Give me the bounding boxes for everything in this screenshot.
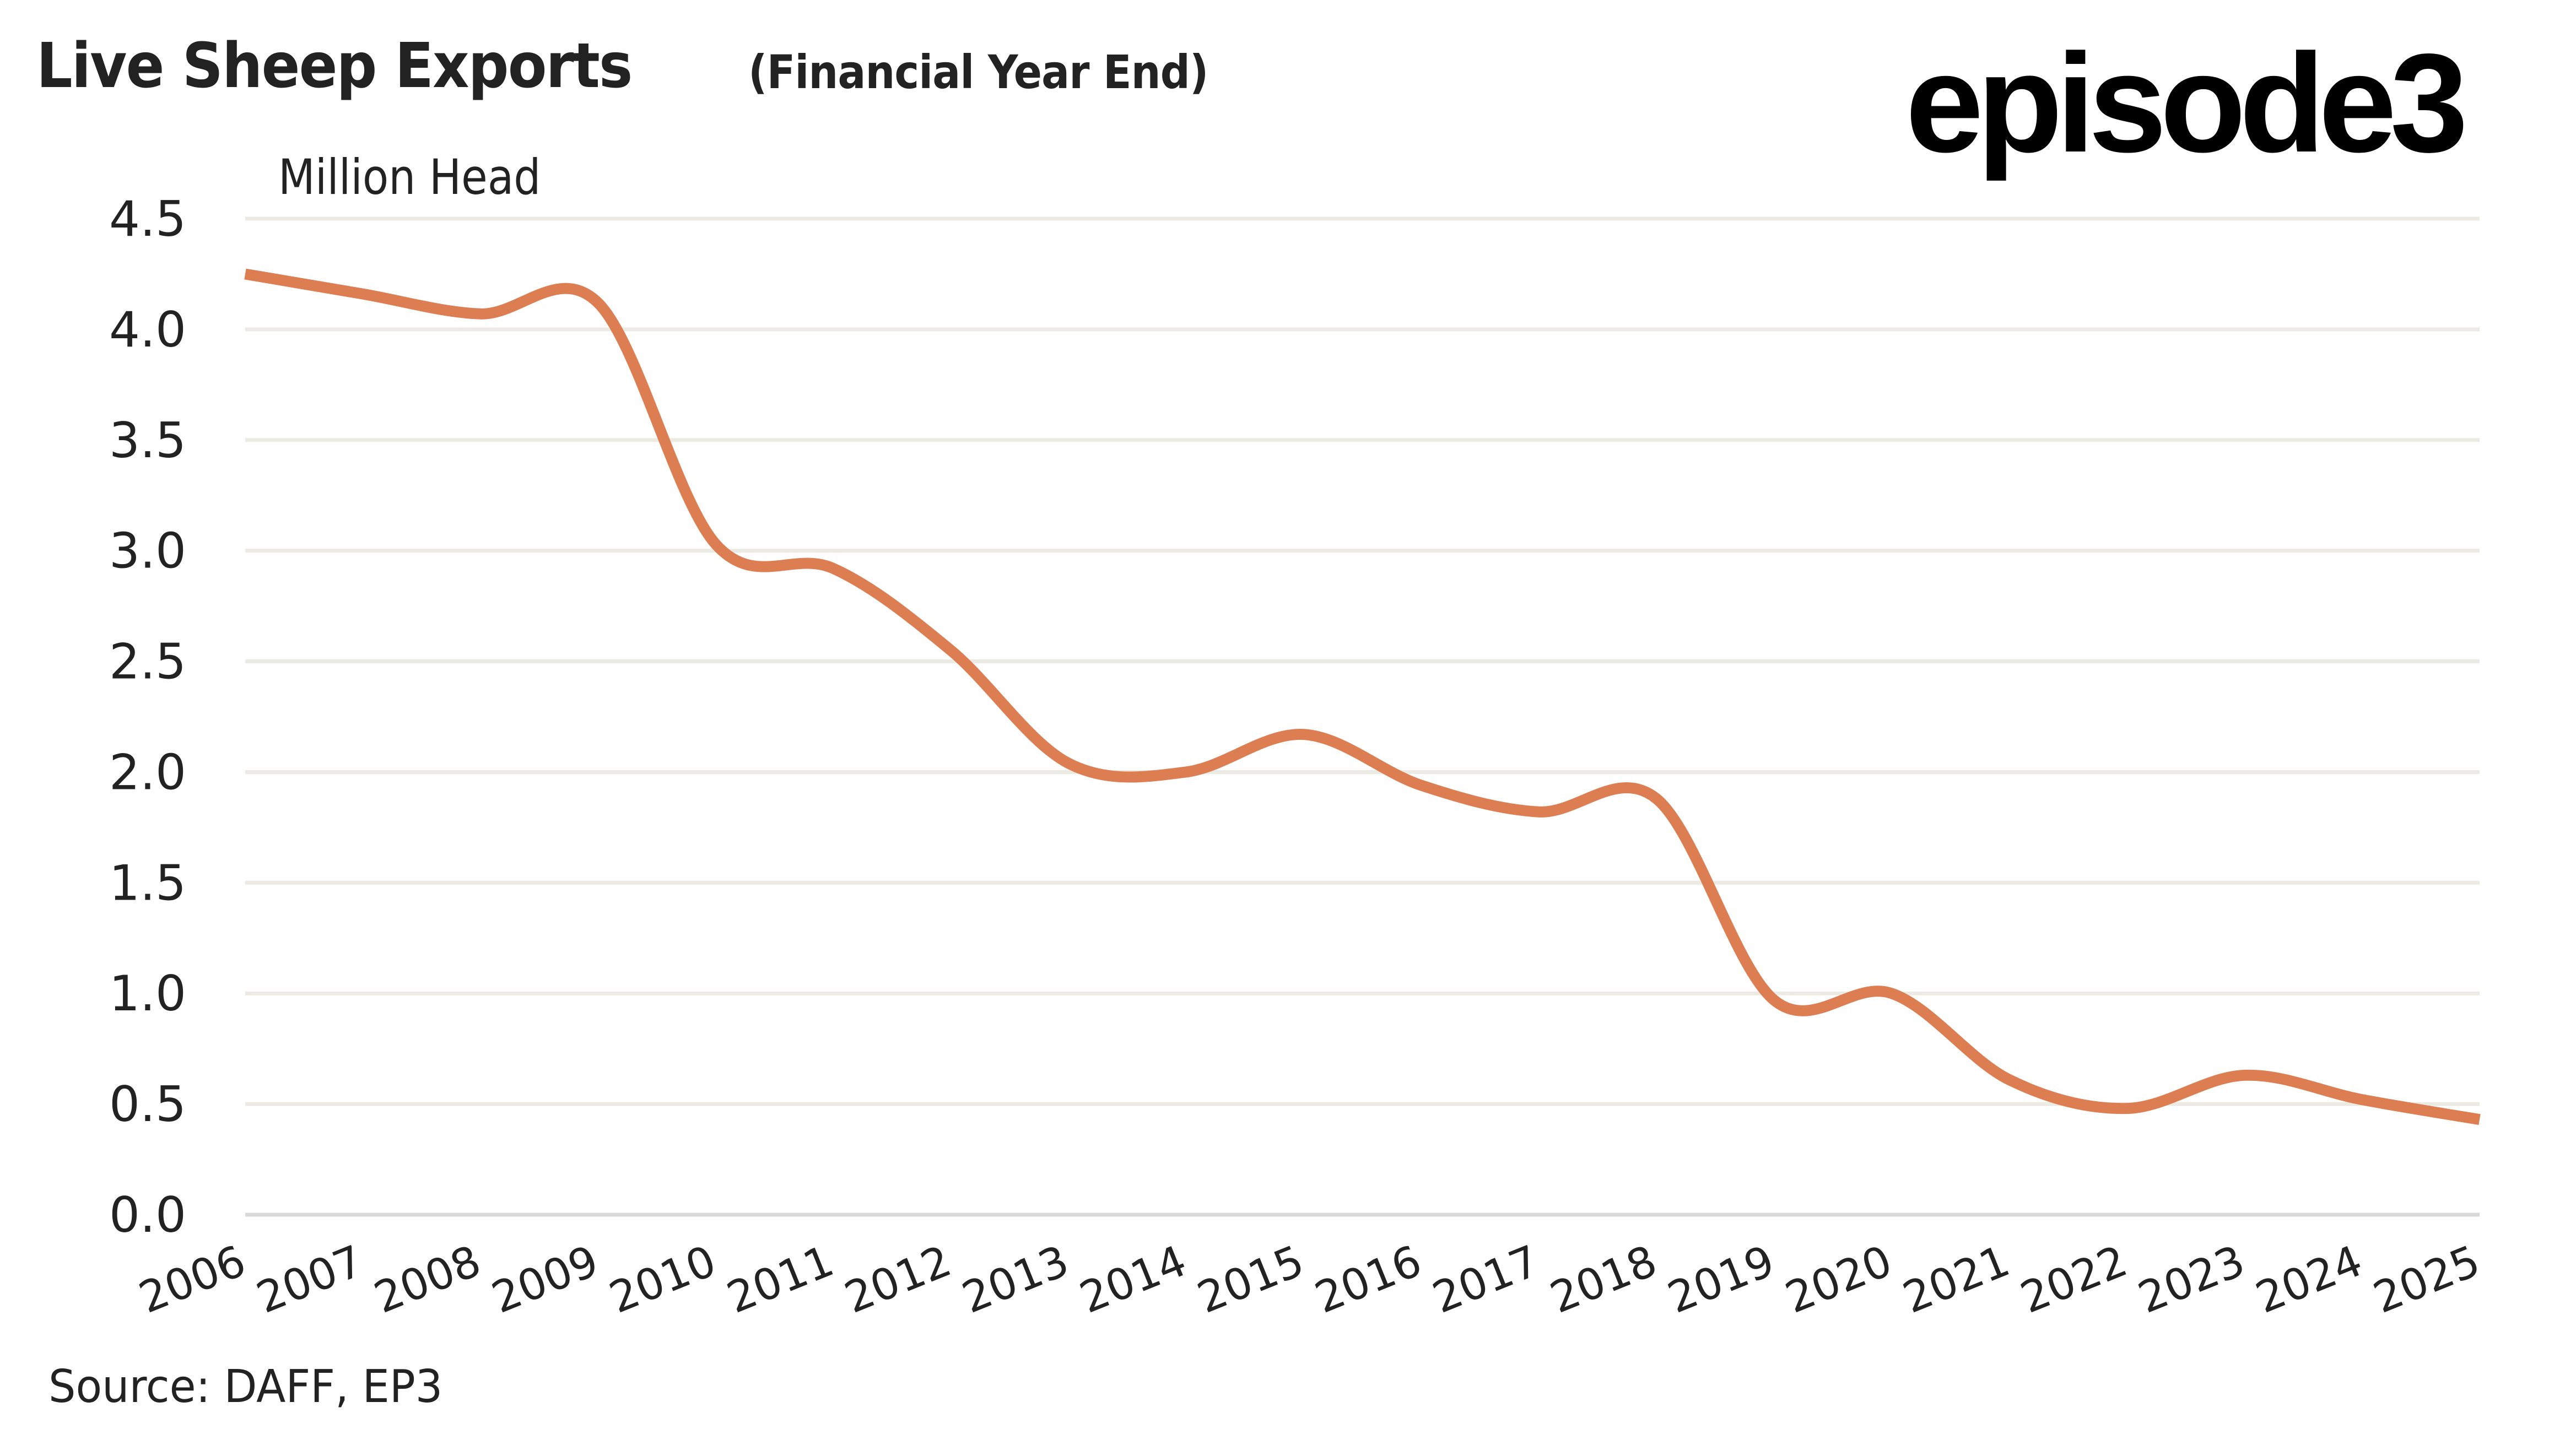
y-tick-label: 2.5 <box>109 634 186 690</box>
y-axis-ticks: 0.0 0.5 1.0 1.5 2.0 2.5 3.0 3.5 4.0 4.5 <box>109 191 186 1243</box>
data-point-2023 <box>2244 1075 2245 1076</box>
x-tick-label: 2013 <box>955 1236 1076 1323</box>
y-tick-label: 0.0 <box>109 1187 186 1243</box>
x-tick-label: 2011 <box>720 1236 840 1323</box>
data-point-2025 <box>2479 1119 2480 1120</box>
data-point-2018 <box>1656 798 1657 799</box>
x-tick-label: 2006 <box>132 1236 252 1323</box>
y-tick-label: 4.5 <box>109 191 186 247</box>
y-tick-label: 1.5 <box>109 854 186 911</box>
data-point-2013 <box>1068 762 1069 764</box>
series-group <box>244 268 2481 1125</box>
x-tick-label: 2017 <box>1426 1236 1546 1323</box>
y-tick-label: 1.0 <box>109 965 186 1022</box>
data-point-2006 <box>245 273 246 274</box>
data-point-2020 <box>1891 993 1892 994</box>
y-tick-label: 4.0 <box>109 301 186 358</box>
gridlines <box>245 216 2480 1217</box>
x-tick-label: 2021 <box>1897 1236 2017 1323</box>
x-tick-label: 2022 <box>2014 1236 2134 1323</box>
data-point-2019 <box>1773 999 1774 1000</box>
x-axis-ticks: 2006200720082009201020112012201320142015… <box>132 1236 2487 1323</box>
data-point-2021 <box>2008 1079 2010 1080</box>
x-tick-label: 2016 <box>1309 1236 1429 1323</box>
x-tick-label: 2010 <box>603 1236 723 1323</box>
x-tick-label: 2008 <box>368 1236 488 1323</box>
data-point-2009 <box>597 302 598 304</box>
x-tick-label: 2012 <box>838 1236 958 1323</box>
data-point-2016 <box>1421 785 1422 786</box>
y-tick-label: 3.0 <box>109 523 186 580</box>
data-point-2017 <box>1538 811 1540 813</box>
y-axis-label: Million Head <box>278 149 541 205</box>
x-tick-label: 2025 <box>2367 1236 2487 1323</box>
y-tick-label: 2.0 <box>109 744 186 800</box>
data-point-2014 <box>1185 771 1186 772</box>
source-note: Source: DAFF, EP3 <box>48 1361 443 1413</box>
data-point-2022 <box>2126 1108 2127 1109</box>
x-tick-label: 2023 <box>2132 1236 2252 1323</box>
chart-title: Live Sheep Exports <box>36 30 633 102</box>
y-tick-label: 0.5 <box>109 1076 186 1133</box>
y-tick-label: 3.5 <box>109 412 186 469</box>
brand-logo: episode3 <box>1905 25 2468 182</box>
x-tick-label: 2007 <box>250 1236 370 1323</box>
series-line <box>244 268 2481 1125</box>
chart-subtitle: (Financial Year End) <box>748 45 1208 99</box>
data-point-2011 <box>833 568 834 569</box>
x-tick-label: 2018 <box>1543 1236 1664 1323</box>
data-point-2008 <box>480 313 481 315</box>
data-point-2012 <box>951 649 952 651</box>
data-point-2007 <box>362 294 363 295</box>
x-tick-label: 2009 <box>485 1236 606 1323</box>
x-tick-label: 2015 <box>1191 1236 1311 1323</box>
x-tick-label: 2019 <box>1661 1236 1781 1323</box>
x-tick-label: 2024 <box>2249 1236 2369 1323</box>
data-point-2015 <box>1303 734 1304 735</box>
x-tick-label: 2014 <box>1073 1236 1194 1323</box>
data-point-2010 <box>715 544 716 545</box>
data-point-2024 <box>2362 1099 2363 1100</box>
x-tick-label: 2020 <box>1779 1236 1899 1323</box>
